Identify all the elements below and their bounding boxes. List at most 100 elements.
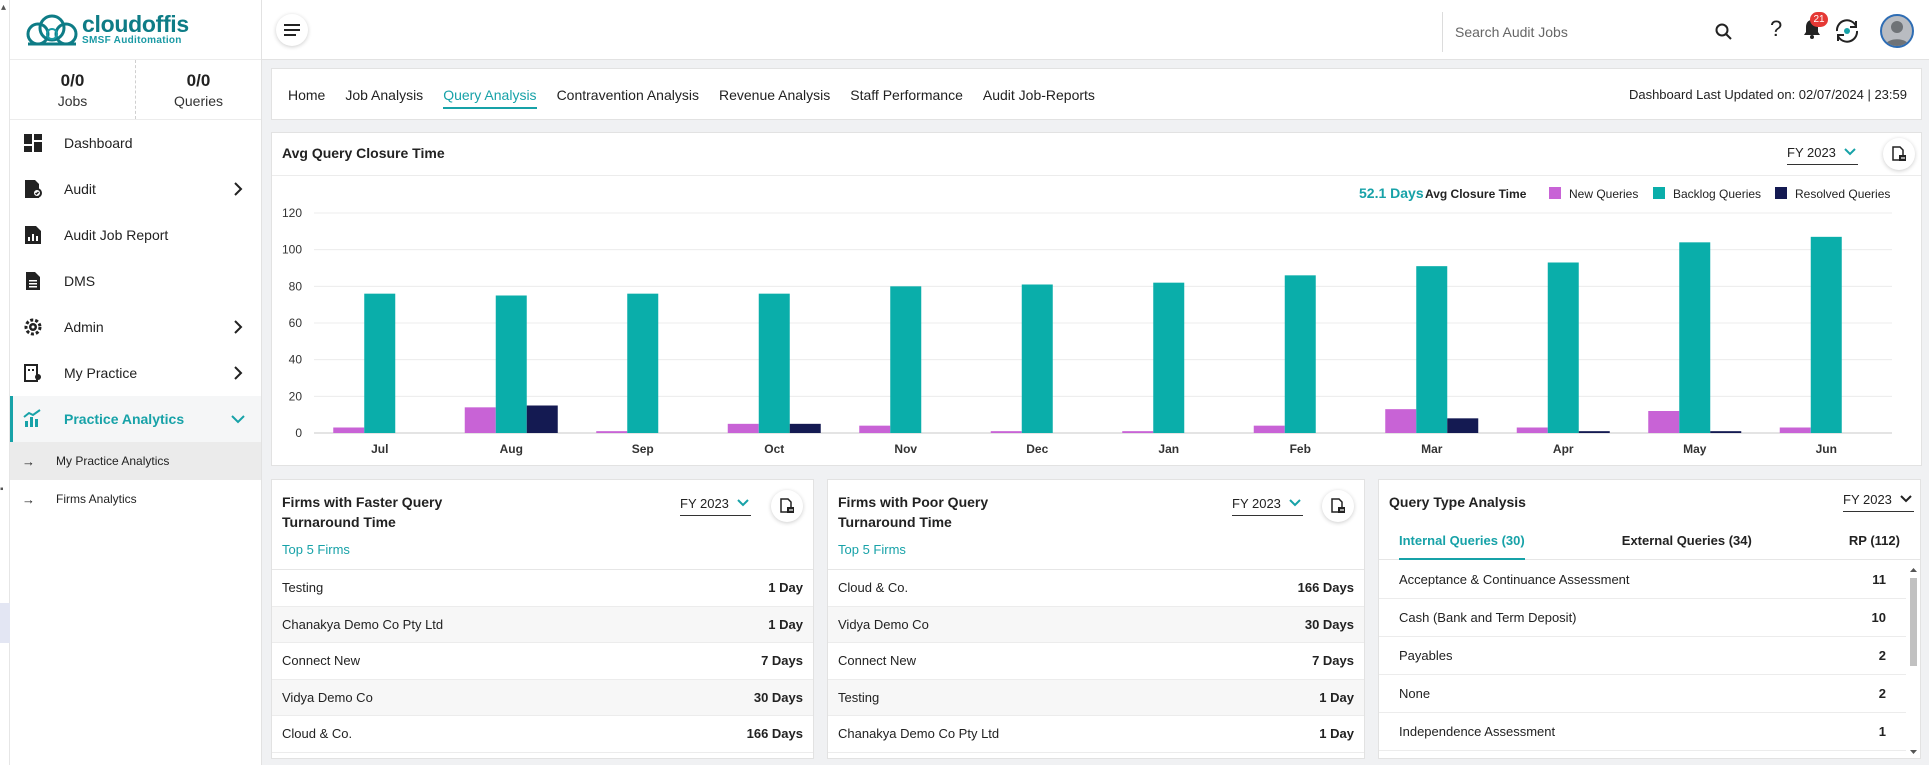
y-tick-label: 0 xyxy=(295,426,302,440)
tab-home[interactable]: Home xyxy=(288,87,326,103)
list-item[interactable]: Cash (Bank and Term Deposit) 10 xyxy=(1379,599,1906,637)
help-icon[interactable]: ? xyxy=(1770,16,1783,41)
table-row[interactable]: Testing 1 Day xyxy=(828,679,1364,716)
sync-icon[interactable] xyxy=(1832,16,1862,46)
tab-internal-queries[interactable]: Internal Queries (30) xyxy=(1399,530,1525,560)
fy-select[interactable]: FY 2023 xyxy=(1232,496,1303,516)
tab-external-queries[interactable]: External Queries (34) xyxy=(1621,533,1752,548)
table-row[interactable]: Cloud & Co. 166 Days xyxy=(828,570,1364,607)
queries-stat[interactable]: 0/0 Queries xyxy=(135,60,261,119)
fy-select[interactable]: FY 2023 xyxy=(680,496,751,516)
tab-rp[interactable]: RP (112) xyxy=(1848,533,1900,548)
chevron-right-icon[interactable] xyxy=(227,316,249,338)
firm-name: Testing xyxy=(282,580,324,596)
bar-backlog-queries xyxy=(1021,284,1053,433)
table-row[interactable]: Vidya Demo Co 30 Days xyxy=(272,679,813,716)
x-tick-label: Jul xyxy=(371,442,388,456)
bar-backlog-queries xyxy=(758,293,790,433)
legend-label: Backlog Queries xyxy=(1673,187,1761,201)
sidebar-item-audit-job-report[interactable]: Audit Job Report xyxy=(10,212,261,258)
scrollbar-thumb[interactable] xyxy=(1910,578,1917,666)
brand-logo[interactable]: cloudoffis SMSF Auditomation xyxy=(10,0,261,60)
x-tick-label: Nov xyxy=(894,442,917,456)
query-type-card: Query Type Analysis FY 2023 Internal Que… xyxy=(1378,479,1921,759)
table-row[interactable]: Chanakya Demo Co Pty Ltd 1 Day xyxy=(828,716,1364,753)
search-icon[interactable] xyxy=(1714,22,1734,42)
bar-backlog-queries xyxy=(1416,266,1448,433)
export-button[interactable] xyxy=(1883,138,1915,170)
user-avatar[interactable] xyxy=(1880,14,1914,48)
chevron-down-icon xyxy=(737,499,749,507)
sidebar-item-my-practice[interactable]: My Practice xyxy=(10,350,261,396)
chevron-right-icon[interactable] xyxy=(227,362,249,384)
fy-select-value: FY 2023 xyxy=(680,496,729,511)
sidebar-subitem-my-practice-analytics[interactable]: → My Practice Analytics xyxy=(10,442,261,480)
avg-closure-value: 52.1 Days xyxy=(1359,185,1424,201)
chevron-down-icon xyxy=(1289,499,1301,507)
bar-new-queries xyxy=(333,427,365,433)
y-tick-label: 40 xyxy=(289,353,303,367)
list-item[interactable]: Payables 2 xyxy=(1379,637,1906,675)
table-row[interactable]: Connect New 7 Days xyxy=(272,643,813,680)
table-row[interactable]: Testing 1 Day xyxy=(272,570,813,607)
table-row[interactable]: Cloud & Co. 166 Days xyxy=(272,716,813,753)
tab-staff-performance[interactable]: Staff Performance xyxy=(850,87,963,103)
query-type-name: Independence Assessment xyxy=(1399,724,1556,739)
bar-backlog-queries xyxy=(890,286,922,433)
bar-backlog-queries xyxy=(495,295,527,433)
menu-toggle-button[interactable] xyxy=(276,14,308,46)
tab-contravention-analysis[interactable]: Contravention Analysis xyxy=(556,87,699,103)
query-type-name: None xyxy=(1399,686,1431,701)
gutter-up-arrow-icon[interactable]: ▴ xyxy=(1,2,7,13)
faster-title: Firms with Faster Query Turnaround Time xyxy=(282,494,443,530)
export-file-icon xyxy=(1331,498,1345,513)
top-firms-link[interactable]: Top 5 Firms xyxy=(282,542,350,557)
gutter-resize-icon[interactable]: ▪ xyxy=(0,484,4,495)
card-divider xyxy=(272,175,1921,176)
query-type-count: 10 xyxy=(1871,610,1886,625)
table-row[interactable]: Chanakya Demo Co Pty Ltd 1 Day xyxy=(272,606,813,643)
chevron-down-icon xyxy=(1900,495,1912,503)
bar-new-queries xyxy=(464,407,496,433)
query-type-count: 2 xyxy=(1878,686,1886,701)
tab-query-analysis[interactable]: Query Analysis xyxy=(443,69,537,121)
bar-new-queries xyxy=(727,423,759,433)
sidebar-subitem-firms-analytics[interactable]: → Firms Analytics xyxy=(10,480,261,518)
chevron-down-icon[interactable] xyxy=(227,408,249,430)
y-tick-label: 80 xyxy=(289,279,303,293)
bar-backlog-queries xyxy=(1679,242,1711,433)
chevron-right-icon[interactable] xyxy=(227,178,249,200)
query-type-title: Query Type Analysis xyxy=(1389,494,1526,510)
list-item[interactable]: Acceptance & Continuance Assessment 11 xyxy=(1379,561,1906,599)
tab-audit-job-reports[interactable]: Audit Job-Reports xyxy=(982,87,1095,103)
turnaround-value: 1 Day xyxy=(1319,726,1354,742)
search-input[interactable] xyxy=(1443,12,1703,52)
table-row[interactable]: Connect New 7 Days xyxy=(828,643,1364,680)
top-firms-link[interactable]: Top 5 Firms xyxy=(838,542,906,557)
query-list-scrollbar[interactable] xyxy=(1909,566,1918,756)
faster-firms-list: Testing 1 Day Chanakya Demo Co Pty Ltd 1 D… xyxy=(272,569,813,753)
list-item[interactable]: None 2 xyxy=(1379,675,1906,713)
firm-name: Vidya Demo Co xyxy=(838,616,929,632)
export-button[interactable] xyxy=(771,490,803,522)
y-tick-label: 120 xyxy=(282,206,302,220)
sidebar-item-dashboard[interactable]: Dashboard xyxy=(10,120,261,166)
sidebar-item-admin[interactable]: Admin xyxy=(10,304,261,350)
fy-select[interactable]: FY 2023 xyxy=(1843,492,1914,512)
tab-revenue-analysis[interactable]: Revenue Analysis xyxy=(718,87,831,103)
tab-job-analysis[interactable]: Job Analysis xyxy=(345,87,424,103)
export-button[interactable] xyxy=(1322,490,1354,522)
table-row[interactable]: Vidya Demo Co 30 Days xyxy=(828,606,1364,643)
x-tick-label: Jan xyxy=(1158,442,1179,456)
sidebar-item-dms[interactable]: DMS xyxy=(10,258,261,304)
turnaround-value: 166 Days xyxy=(746,726,803,742)
x-tick-label: Oct xyxy=(764,442,784,456)
gutter-highlight xyxy=(0,603,10,643)
sidebar-item-practice-analytics[interactable]: Practice Analytics xyxy=(10,396,261,442)
list-item[interactable]: Independence Assessment 1 xyxy=(1379,713,1906,751)
fy-select[interactable]: FY 2023 xyxy=(1787,145,1858,165)
sidebar-item-audit[interactable]: Audit xyxy=(10,166,261,212)
query-type-tabs: Internal Queries (30) External Queries (… xyxy=(1379,530,1920,560)
jobs-stat[interactable]: 0/0 Jobs xyxy=(10,60,135,119)
firm-name: Cloud & Co. xyxy=(282,726,353,742)
